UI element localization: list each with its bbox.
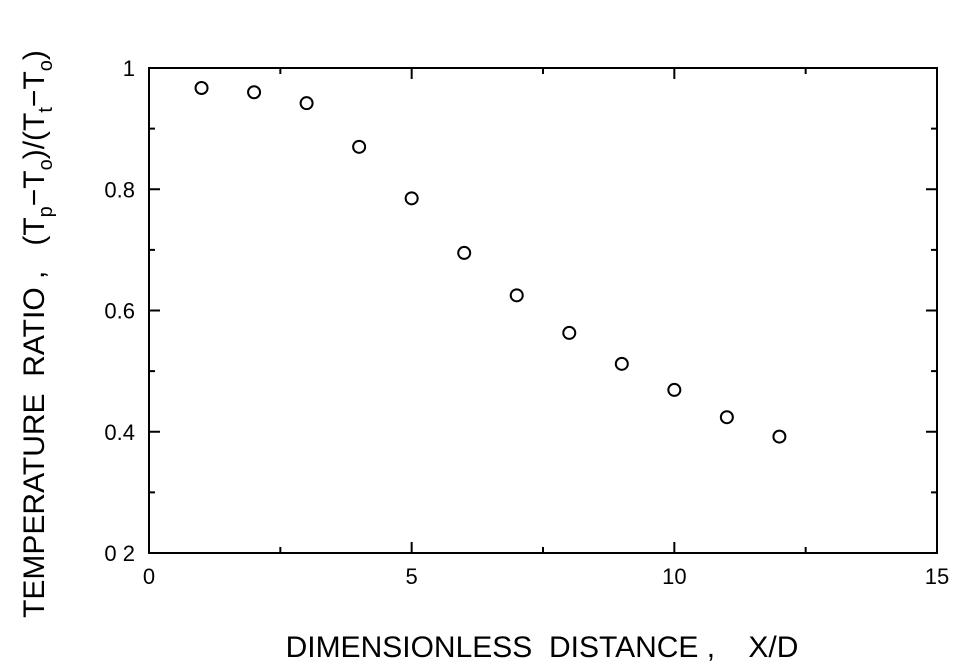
- data-point: [247, 85, 262, 100]
- data-point: [404, 191, 419, 206]
- data-point: [667, 382, 682, 397]
- data-point: [772, 429, 787, 444]
- y-tick-label: 1: [123, 56, 135, 81]
- x-axis-label: DIMENSIONLESS DISTANCE , X/D: [286, 631, 799, 664]
- data-point: [194, 81, 209, 96]
- axis-ticks: [148, 67, 938, 554]
- y-tick-label: 0 2: [104, 541, 135, 566]
- y-axis-label-sub-o2: o: [35, 60, 57, 71]
- data-point: [457, 245, 472, 260]
- y-axis-label-mid1: −T: [18, 170, 51, 206]
- x-tick-label: 10: [662, 564, 686, 589]
- data-point: [509, 288, 524, 303]
- data-point: [614, 356, 629, 371]
- data-point: [719, 410, 734, 425]
- y-tick-label: 0.8: [104, 177, 135, 202]
- data-point: [299, 96, 314, 111]
- x-tick-label: 5: [406, 564, 418, 589]
- y-axis-label-prefix: TEMPERATURE RATIO , (T: [18, 217, 51, 618]
- x-tick-label: 0: [143, 564, 155, 589]
- data-point: [352, 139, 367, 154]
- y-axis-label: TEMPERATURE RATIO , (Tp−To)/(Tt−To): [18, 50, 57, 618]
- y-axis-label-mid2: )/(T: [18, 113, 51, 160]
- axis-tick-labels: 0 5 10 15 0 2 0.4 0.6 0.8 1: [104, 56, 949, 589]
- x-tick-label: 15: [925, 564, 949, 589]
- data-points: [194, 81, 787, 444]
- y-tick-label: 0.4: [104, 420, 135, 445]
- y-axis-label-suffix: ): [18, 50, 51, 60]
- y-axis-label-mid3: −T: [18, 71, 51, 107]
- y-tick-label: 0.6: [104, 299, 135, 324]
- plot-frame: [148, 67, 938, 554]
- data-point: [562, 325, 577, 340]
- y-axis-label-sub-o1: o: [35, 159, 57, 170]
- y-axis-label-sub-t: t: [35, 107, 57, 113]
- y-axis-label-sub-p: p: [35, 206, 57, 217]
